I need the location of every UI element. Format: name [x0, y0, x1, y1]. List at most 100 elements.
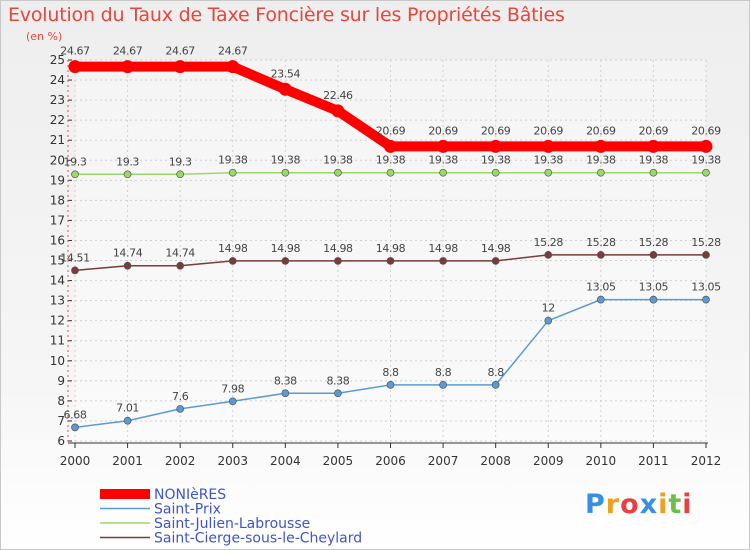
y-tick-label: 24 [50, 73, 65, 87]
data-label: 14.98 [323, 242, 353, 255]
data-point [176, 170, 185, 179]
logo-letter: t [668, 489, 683, 520]
data-label: 20.69 [534, 124, 564, 137]
legend: NONIèRESSaint-PrixSaint-Julien-Labrousse… [100, 487, 362, 547]
data-label: 14.98 [218, 242, 248, 255]
data-point [596, 168, 605, 177]
y-tick-label: 11 [50, 334, 65, 348]
data-point [278, 82, 292, 96]
data-label: 24.67 [60, 45, 90, 58]
data-label: 20.69 [691, 124, 721, 137]
data-point [228, 397, 237, 406]
data-label: 14.51 [60, 251, 90, 264]
data-point [228, 257, 237, 265]
data-point [596, 295, 605, 304]
data-point [544, 316, 553, 325]
data-label: 13.05 [639, 281, 669, 294]
data-series [68, 60, 713, 432]
data-label: 8.38 [326, 374, 349, 387]
data-label: 8.8 [488, 366, 505, 379]
y-tick-label: 25 [50, 53, 65, 67]
axes: 6 7 8 9 10 11 12 13 14 15 16 17 18 19 20 21 22 23 24 25 2000… [50, 53, 722, 468]
data-point [491, 168, 500, 177]
legend-label-0: NONIèRES [154, 487, 226, 503]
data-label: 19.3 [116, 155, 139, 168]
chart-title: Evolution du Taux de Taxe Foncière sur l… [8, 4, 565, 26]
data-point [544, 168, 553, 177]
data-label: 23.54 [271, 67, 301, 80]
data-label: 24.67 [113, 45, 143, 58]
data-point [281, 257, 290, 265]
data-point [71, 170, 79, 179]
data-label: 14.74 [113, 247, 143, 260]
data-label: 8.8 [435, 366, 452, 379]
data-label: 14.74 [165, 247, 195, 260]
data-label: 19.3 [169, 155, 192, 168]
data-label: 19.38 [271, 154, 301, 167]
data-label: 13.05 [691, 281, 721, 294]
data-point [123, 261, 132, 270]
data-point [646, 139, 660, 153]
y-tick-label: 7 [57, 414, 65, 428]
data-point [334, 257, 342, 265]
data-point [649, 168, 658, 177]
y-tick-label: 19 [50, 173, 65, 187]
data-point [489, 139, 503, 153]
data-label: 22.46 [323, 89, 353, 102]
data-point [436, 139, 450, 153]
y-axis-unit-label: (en %) [26, 30, 63, 43]
y-tick-label: 12 [50, 314, 65, 328]
logo-letter: P [585, 489, 606, 520]
y-tick-label: 9 [57, 374, 65, 388]
data-point [491, 381, 500, 389]
y-tick-label: 23 [50, 93, 65, 107]
x-tick-label: 2000 [60, 454, 91, 468]
data-point [226, 60, 240, 74]
data-point [386, 257, 395, 265]
y-tick-label: 21 [50, 133, 65, 147]
x-tick-label: 2003 [217, 454, 248, 468]
data-point [123, 170, 132, 179]
y-tick-label: 6 [57, 434, 65, 448]
data-label: 19.38 [586, 154, 616, 167]
y-tick-label: 10 [50, 354, 65, 368]
data-label: 19.38 [691, 154, 721, 167]
data-point [439, 257, 447, 265]
data-label: 15.28 [691, 236, 721, 249]
x-tick-label: 2002 [165, 454, 196, 468]
data-label: 6.68 [64, 408, 87, 421]
data-point [594, 139, 608, 153]
data-point [71, 266, 79, 275]
data-label: 19.38 [428, 154, 458, 167]
data-label: 13.05 [586, 281, 616, 294]
data-point [439, 168, 447, 177]
data-point [491, 257, 500, 265]
data-point [702, 251, 710, 259]
data-label: 19.38 [481, 154, 511, 167]
data-label: 7.01 [116, 402, 139, 415]
data-label: 8.38 [274, 374, 297, 387]
y-tick-label: 16 [50, 233, 65, 247]
data-label: 14.98 [271, 242, 301, 255]
x-tick-label: 2011 [638, 454, 669, 468]
data-label: 24.67 [165, 45, 195, 58]
data-point [386, 381, 395, 389]
legend-label-2: Saint-Julien-Labrousse [154, 516, 310, 532]
data-point [541, 139, 555, 153]
data-label: 14.98 [428, 242, 458, 255]
data-point [439, 381, 447, 389]
data-point [386, 168, 395, 177]
data-point [123, 416, 132, 425]
data-label: 19.38 [323, 154, 353, 167]
data-label: 15.28 [586, 236, 616, 249]
legend-label-3: Saint-Cierge-sous-le-Cheylard [154, 531, 362, 547]
x-tick-label: 2006 [375, 454, 406, 468]
data-label: 15.28 [639, 236, 669, 249]
data-label: 24.67 [218, 45, 248, 58]
logo-letter: x [639, 489, 659, 520]
y-tick-label: 14 [50, 274, 65, 288]
data-label: 7.6 [172, 390, 189, 403]
data-point [544, 251, 553, 259]
data-point [173, 60, 187, 74]
